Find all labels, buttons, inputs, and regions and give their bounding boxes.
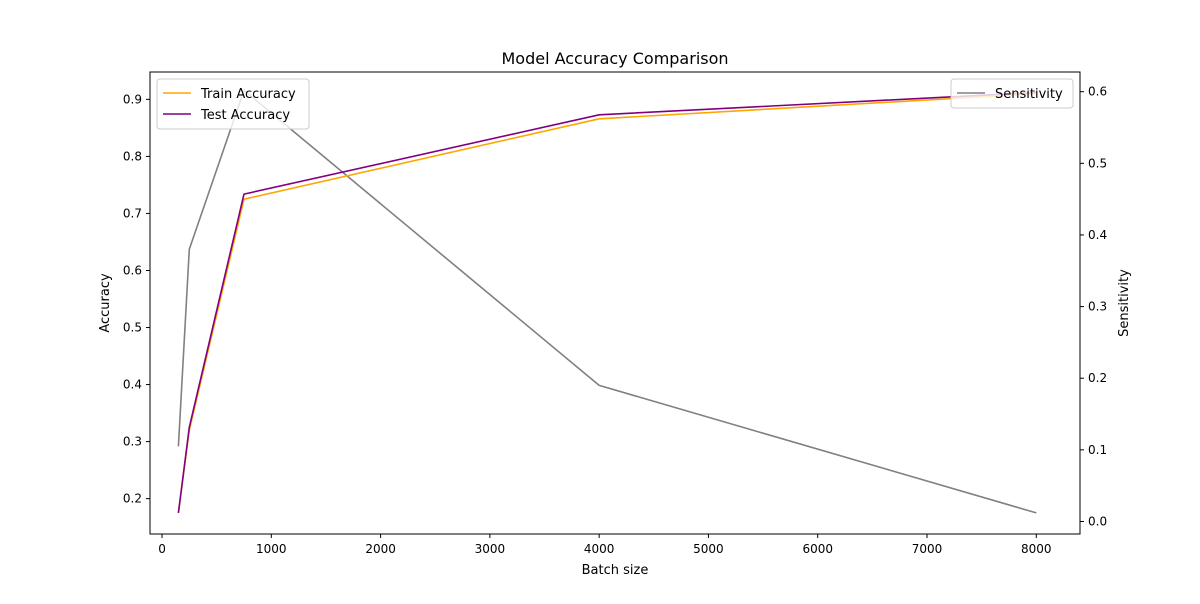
y-axis-label-left: Accuracy xyxy=(98,273,113,333)
x-tick-label: 7000 xyxy=(912,542,943,556)
x-tick-label: 0 xyxy=(158,542,166,556)
chart-title: Model Accuracy Comparison xyxy=(501,49,728,68)
plot-frame xyxy=(149,71,1081,535)
x-tick-label: 4000 xyxy=(584,542,615,556)
series-line-test-accuracy xyxy=(177,91,1037,514)
legend-label-sensitivity: Sensitivity xyxy=(995,87,1063,102)
x-tick-label: 8000 xyxy=(1021,542,1052,556)
y-tick-label: 0.3 xyxy=(123,435,142,449)
x-tick-label: 6000 xyxy=(802,542,833,556)
y-axis-right: 0.0 0.1 0.2 0.3 0.4 0.5 0.6 xyxy=(1080,85,1107,528)
y-tick-label: 0.8 xyxy=(123,149,142,163)
legend-label-train-accuracy: Train Accuracy xyxy=(200,87,296,102)
x-axis-label: Batch size xyxy=(582,563,649,578)
y-tick-label: 0.7 xyxy=(123,206,142,220)
x-axis: 0 1000 2000 3000 4000 5000 6000 7000 8000 xyxy=(158,534,1052,556)
y2-tick-label: 0.1 xyxy=(1088,443,1107,457)
y2-tick-label: 0.6 xyxy=(1088,85,1107,99)
x-tick-label: 3000 xyxy=(475,542,506,556)
x-tick-label: 2000 xyxy=(365,542,396,556)
y-tick-label: 0.2 xyxy=(123,492,142,506)
plot-lines xyxy=(177,89,1037,514)
legend-box xyxy=(156,78,310,130)
legend-box xyxy=(950,78,1074,109)
legend-right: Sensitivity xyxy=(950,78,1074,109)
series-line-train-accuracy xyxy=(177,92,1037,514)
x-tick-label: 5000 xyxy=(693,542,724,556)
y-axis-left: 0.2 0.3 0.4 0.5 0.6 0.7 0.8 0.9 xyxy=(123,92,150,506)
x-tick-label: 1000 xyxy=(256,542,287,556)
y2-tick-label: 0.3 xyxy=(1088,300,1107,314)
y-tick-label: 0.5 xyxy=(123,321,142,335)
series-line-sensitivity xyxy=(177,89,1037,514)
y-tick-label: 0.9 xyxy=(123,92,142,106)
y-tick-label: 0.6 xyxy=(123,263,142,277)
legend-left: Train Accuracy Test Accuracy xyxy=(156,78,310,130)
y2-tick-label: 0.4 xyxy=(1088,228,1107,242)
y2-tick-label: 0.0 xyxy=(1088,514,1107,528)
legend-label-test-accuracy: Test Accuracy xyxy=(200,108,290,123)
y-tick-label: 0.4 xyxy=(123,378,142,392)
y2-tick-label: 0.5 xyxy=(1088,156,1107,170)
y2-tick-label: 0.2 xyxy=(1088,371,1107,385)
y-axis-label-right: Sensitivity xyxy=(1117,269,1132,337)
